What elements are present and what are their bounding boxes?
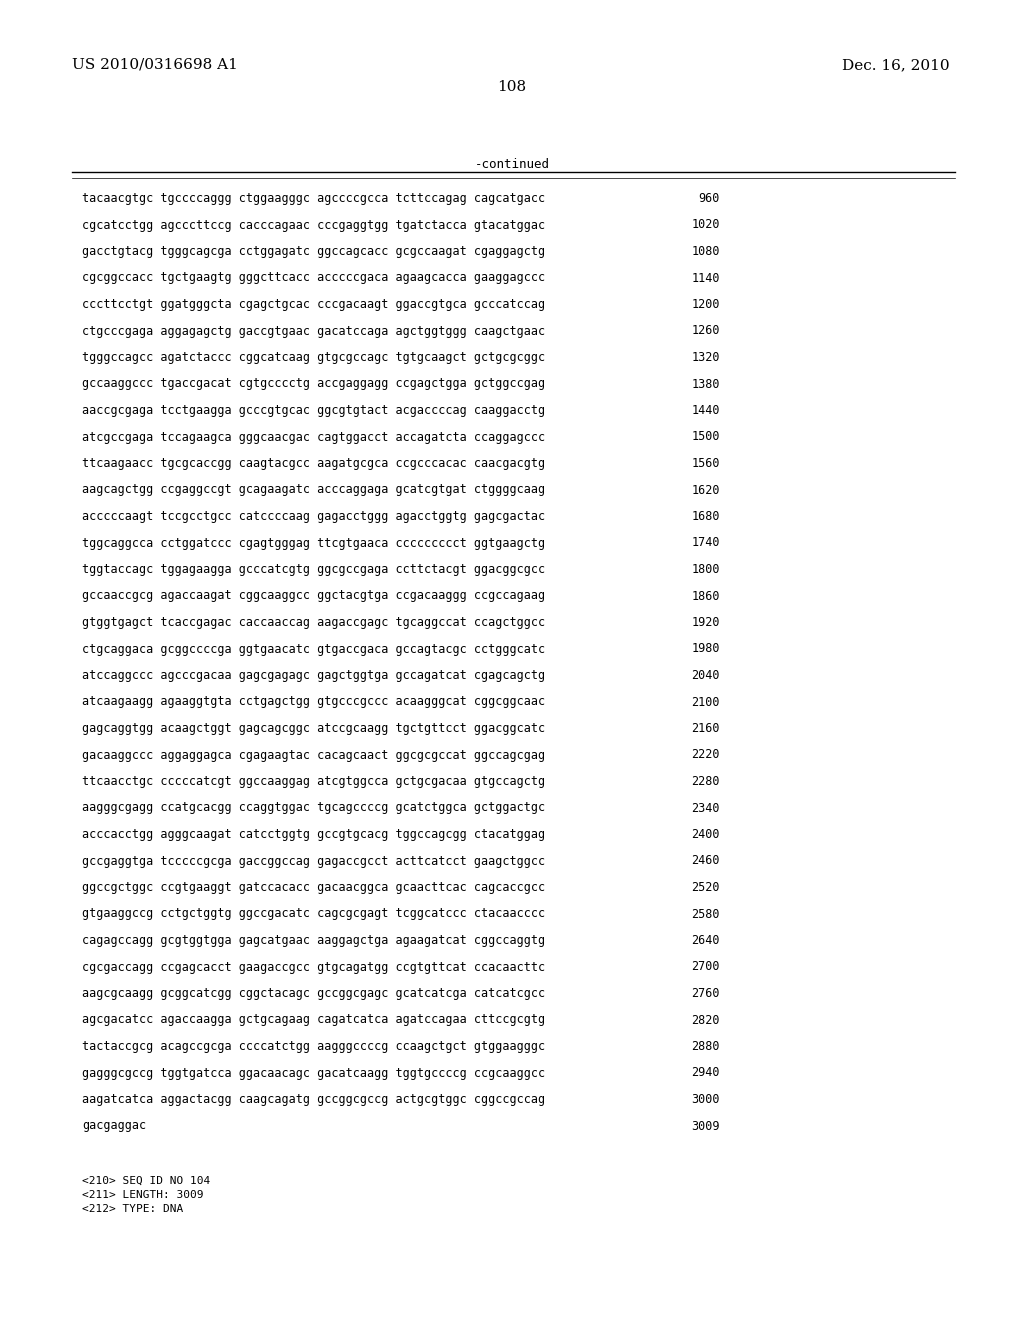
Text: atcaagaagg agaaggtgta cctgagctgg gtgcccgccc acaagggcat cggcggcaac: atcaagaagg agaaggtgta cctgagctgg gtgcccg…	[82, 696, 545, 709]
Text: 2100: 2100	[691, 696, 720, 709]
Text: 2940: 2940	[691, 1067, 720, 1080]
Text: tacaacgtgc tgccccaggg ctggaagggc agccccgcca tcttccagag cagcatgacc: tacaacgtgc tgccccaggg ctggaagggc agccccg…	[82, 191, 545, 205]
Text: 2520: 2520	[691, 880, 720, 894]
Text: aagcagctgg ccgaggccgt gcagaagatc acccaggaga gcatcgtgat ctggggcaag: aagcagctgg ccgaggccgt gcagaagatc acccagg…	[82, 483, 545, 496]
Text: gtggtgagct tcaccgagac caccaaccag aagaccgagc tgcaggccat ccagctggcc: gtggtgagct tcaccgagac caccaaccag aagaccg…	[82, 616, 545, 630]
Text: tggtaccagc tggagaagga gcccatcgtg ggcgccgaga ccttctacgt ggacggcgcc: tggtaccagc tggagaagga gcccatcgtg ggcgccg…	[82, 564, 545, 576]
Text: aagcgcaagg gcggcatcgg cggctacagc gccggcgagc gcatcatcga catcatcgcc: aagcgcaagg gcggcatcgg cggctacagc gccggcg…	[82, 987, 545, 1001]
Text: aagatcatca aggactacgg caagcagatg gccggcgccg actgcgtggc cggccgccag: aagatcatca aggactacgg caagcagatg gccggcg…	[82, 1093, 545, 1106]
Text: 2880: 2880	[691, 1040, 720, 1053]
Text: ctgcccgaga aggagagctg gaccgtgaac gacatccaga agctggtggg caagctgaac: ctgcccgaga aggagagctg gaccgtgaac gacatcc…	[82, 325, 545, 338]
Text: 2640: 2640	[691, 935, 720, 946]
Text: 2040: 2040	[691, 669, 720, 682]
Text: 1980: 1980	[691, 643, 720, 656]
Text: 2820: 2820	[691, 1014, 720, 1027]
Text: Dec. 16, 2010: Dec. 16, 2010	[843, 58, 950, 73]
Text: aaccgcgaga tcctgaagga gcccgtgcac ggcgtgtact acgaccccag caaggacctg: aaccgcgaga tcctgaagga gcccgtgcac ggcgtgt…	[82, 404, 545, 417]
Text: <212> TYPE: DNA: <212> TYPE: DNA	[82, 1204, 183, 1214]
Text: 1680: 1680	[691, 510, 720, 523]
Text: 1740: 1740	[691, 536, 720, 549]
Text: 1320: 1320	[691, 351, 720, 364]
Text: 1620: 1620	[691, 483, 720, 496]
Text: 2400: 2400	[691, 828, 720, 841]
Text: 1440: 1440	[691, 404, 720, 417]
Text: gccgaggtga tcccccgcga gaccggccag gagaccgcct acttcatcct gaagctggcc: gccgaggtga tcccccgcga gaccggccag gagaccg…	[82, 854, 545, 867]
Text: 2460: 2460	[691, 854, 720, 867]
Text: ttcaacctgc cccccatcgt ggccaaggag atcgtggcca gctgcgacaa gtgccagctg: ttcaacctgc cccccatcgt ggccaaggag atcgtgg…	[82, 775, 545, 788]
Text: 1020: 1020	[691, 219, 720, 231]
Text: <211> LENGTH: 3009: <211> LENGTH: 3009	[82, 1191, 204, 1200]
Text: 1800: 1800	[691, 564, 720, 576]
Text: 960: 960	[698, 191, 720, 205]
Text: 1140: 1140	[691, 272, 720, 285]
Text: 1920: 1920	[691, 616, 720, 630]
Text: cgcgaccagg ccgagcacct gaagaccgcc gtgcagatgg ccgtgttcat ccacaacttc: cgcgaccagg ccgagcacct gaagaccgcc gtgcaga…	[82, 961, 545, 974]
Text: 1500: 1500	[691, 430, 720, 444]
Text: agcgacatcc agaccaagga gctgcagaag cagatcatca agatccagaa cttccgcgtg: agcgacatcc agaccaagga gctgcagaag cagatca…	[82, 1014, 545, 1027]
Text: aagggcgagg ccatgcacgg ccaggtggac tgcagccccg gcatctggca gctggactgc: aagggcgagg ccatgcacgg ccaggtggac tgcagcc…	[82, 801, 545, 814]
Text: gagcaggtgg acaagctggt gagcagcggc atccgcaagg tgctgttcct ggacggcatc: gagcaggtgg acaagctggt gagcagcggc atccgca…	[82, 722, 545, 735]
Text: 1080: 1080	[691, 246, 720, 257]
Text: 1860: 1860	[691, 590, 720, 602]
Text: 1260: 1260	[691, 325, 720, 338]
Text: gagggcgccg tggtgatcca ggacaacagc gacatcaagg tggtgccccg ccgcaaggcc: gagggcgccg tggtgatcca ggacaacagc gacatca…	[82, 1067, 545, 1080]
Text: atcgccgaga tccagaagca gggcaacgac cagtggacct accagatcta ccaggagccc: atcgccgaga tccagaagca gggcaacgac cagtgga…	[82, 430, 545, 444]
Text: 1380: 1380	[691, 378, 720, 391]
Text: 3000: 3000	[691, 1093, 720, 1106]
Text: tggcaggcca cctggatccc cgagtgggag ttcgtgaaca ccccccccct ggtgaagctg: tggcaggcca cctggatccc cgagtgggag ttcgtga…	[82, 536, 545, 549]
Text: acccccaagt tccgcctgcc catccccaag gagacctggg agacctggtg gagcgactac: acccccaagt tccgcctgcc catccccaag gagacct…	[82, 510, 545, 523]
Text: 1560: 1560	[691, 457, 720, 470]
Text: 2760: 2760	[691, 987, 720, 1001]
Text: <210> SEQ ID NO 104: <210> SEQ ID NO 104	[82, 1176, 210, 1185]
Text: 1200: 1200	[691, 298, 720, 312]
Text: acccacctgg agggcaagat catcctggtg gccgtgcacg tggccagcgg ctacatggag: acccacctgg agggcaagat catcctggtg gccgtgc…	[82, 828, 545, 841]
Text: gccaaggccc tgaccgacat cgtgcccctg accgaggagg ccgagctgga gctggccgag: gccaaggccc tgaccgacat cgtgcccctg accgagg…	[82, 378, 545, 391]
Text: 2220: 2220	[691, 748, 720, 762]
Text: cagagccagg gcgtggtgga gagcatgaac aaggagctga agaagatcat cggccaggtg: cagagccagg gcgtggtgga gagcatgaac aaggagc…	[82, 935, 545, 946]
Text: 3009: 3009	[691, 1119, 720, 1133]
Text: 2580: 2580	[691, 908, 720, 920]
Text: atccaggccc agcccgacaa gagcgagagc gagctggtga gccagatcat cgagcagctg: atccaggccc agcccgacaa gagcgagagc gagctgg…	[82, 669, 545, 682]
Text: gacctgtacg tgggcagcga cctggagatc ggccagcacc gcgccaagat cgaggagctg: gacctgtacg tgggcagcga cctggagatc ggccagc…	[82, 246, 545, 257]
Text: ctgcaggaca gcggccccga ggtgaacatc gtgaccgaca gccagtacgc cctgggcatc: ctgcaggaca gcggccccga ggtgaacatc gtgaccg…	[82, 643, 545, 656]
Text: 2160: 2160	[691, 722, 720, 735]
Text: -continued: -continued	[474, 158, 550, 172]
Text: US 2010/0316698 A1: US 2010/0316698 A1	[72, 58, 238, 73]
Text: gacaaggccc aggaggagca cgagaagtac cacagcaact ggcgcgccat ggccagcgag: gacaaggccc aggaggagca cgagaagtac cacagca…	[82, 748, 545, 762]
Text: ggccgctggc ccgtgaaggt gatccacacc gacaacggca gcaacttcac cagcaccgcc: ggccgctggc ccgtgaaggt gatccacacc gacaacg…	[82, 880, 545, 894]
Text: cccttcctgt ggatgggcta cgagctgcac cccgacaagt ggaccgtgca gcccatccag: cccttcctgt ggatgggcta cgagctgcac cccgaca…	[82, 298, 545, 312]
Text: 2700: 2700	[691, 961, 720, 974]
Text: 2280: 2280	[691, 775, 720, 788]
Text: 108: 108	[498, 81, 526, 94]
Text: cgcggccacc tgctgaagtg gggcttcacc acccccgaca agaagcacca gaaggagccc: cgcggccacc tgctgaagtg gggcttcacc acccccg…	[82, 272, 545, 285]
Text: gtgaaggccg cctgctggtg ggccgacatc cagcgcgagt tcggcatccc ctacaacccc: gtgaaggccg cctgctggtg ggccgacatc cagcgcg…	[82, 908, 545, 920]
Text: tgggccagcc agatctaccc cggcatcaag gtgcgccagc tgtgcaagct gctgcgcggc: tgggccagcc agatctaccc cggcatcaag gtgcgcc…	[82, 351, 545, 364]
Text: gacgaggac: gacgaggac	[82, 1119, 146, 1133]
Text: tactaccgcg acagccgcga ccccatctgg aagggccccg ccaagctgct gtggaagggc: tactaccgcg acagccgcga ccccatctgg aagggcc…	[82, 1040, 545, 1053]
Text: ttcaagaacc tgcgcaccgg caagtacgcc aagatgcgca ccgcccacac caacgacgtg: ttcaagaacc tgcgcaccgg caagtacgcc aagatgc…	[82, 457, 545, 470]
Text: gccaaccgcg agaccaagat cggcaaggcc ggctacgtga ccgacaaggg ccgccagaag: gccaaccgcg agaccaagat cggcaaggcc ggctacg…	[82, 590, 545, 602]
Text: 2340: 2340	[691, 801, 720, 814]
Text: cgcatcctgg agcccttccg cacccagaac cccgaggtgg tgatctacca gtacatggac: cgcatcctgg agcccttccg cacccagaac cccgagg…	[82, 219, 545, 231]
